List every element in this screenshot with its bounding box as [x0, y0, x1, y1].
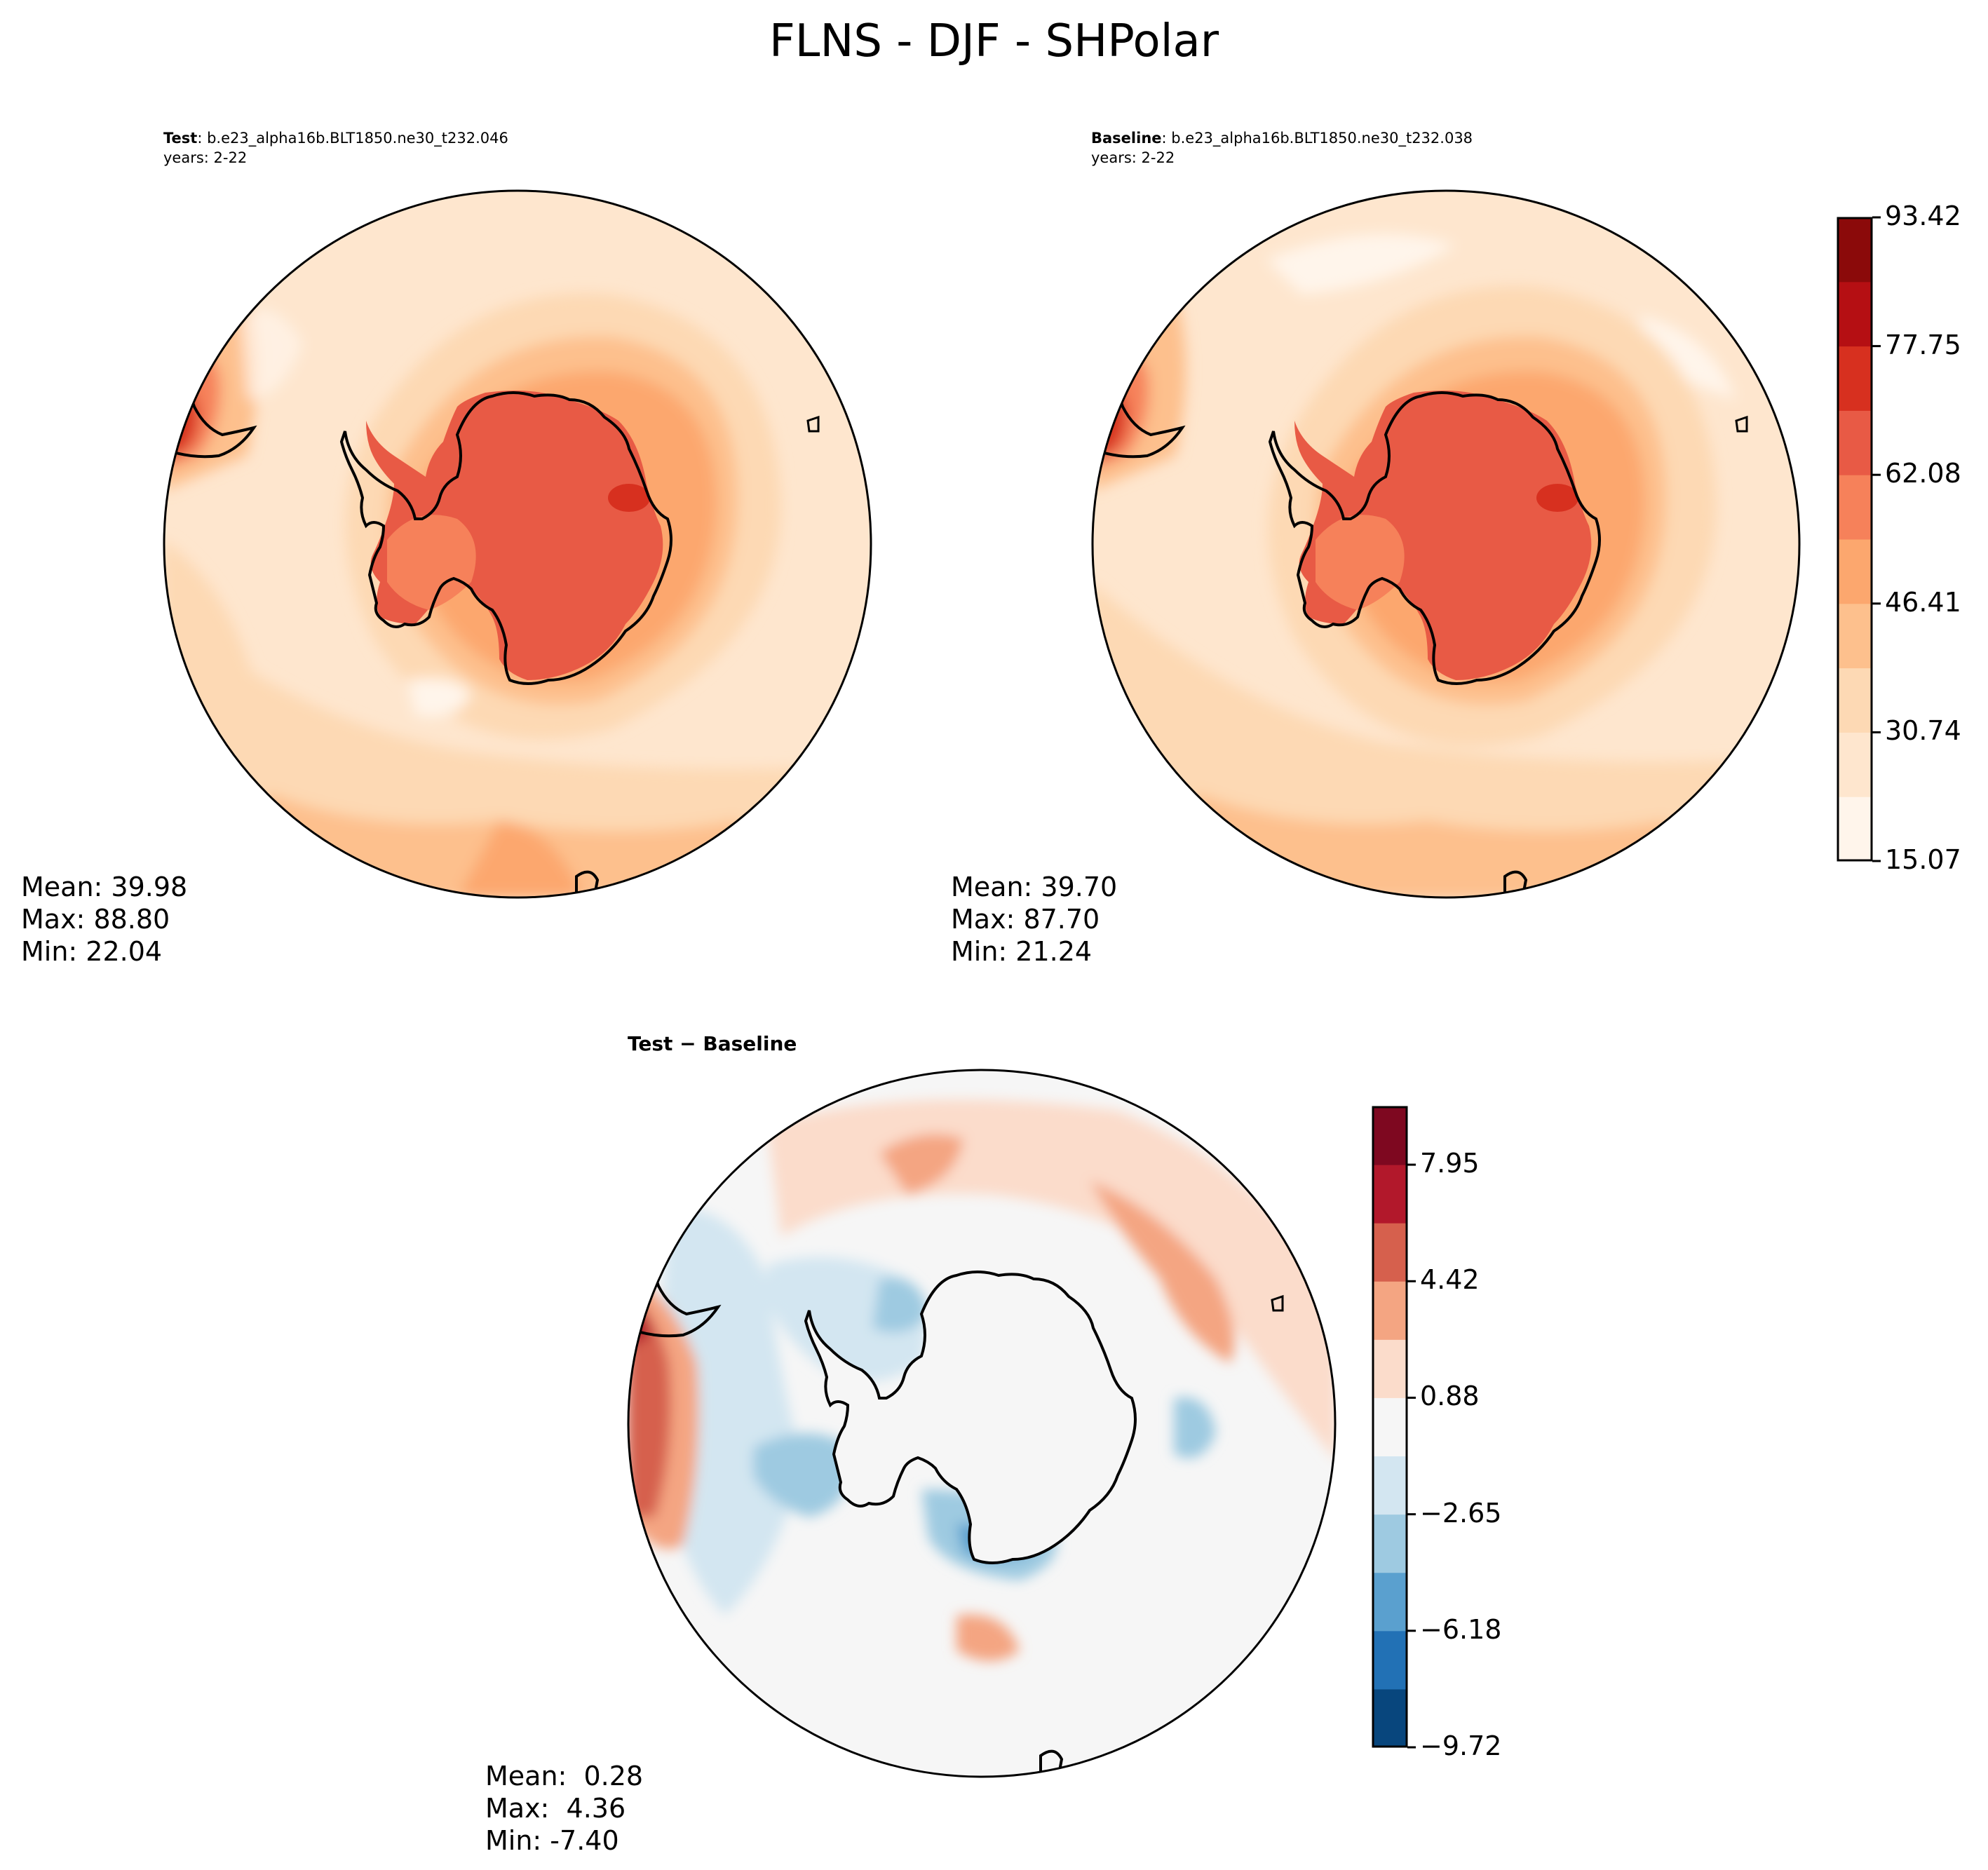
test-max: Max: 88.80: [21, 904, 170, 935]
diff-neg-patch-5: [1174, 1397, 1216, 1458]
test-island-2: [806, 415, 820, 433]
main-colorbar-segment: [1837, 539, 1872, 604]
diff-pos-patch-1: [879, 1134, 963, 1195]
main-colorbar-segment: [1837, 281, 1872, 347]
test-antarctica-coastline: [339, 391, 672, 685]
figure-title: FLNS - DJF - SHPolar: [769, 15, 1219, 67]
test-panel-title: Test: b.e23_alpha16b.BLT1850.ne30_t232.0…: [163, 128, 508, 168]
diff-colorbar-tick-label: 7.95: [1420, 1148, 1480, 1179]
baseline-years: years: 2-22: [1091, 149, 1175, 166]
diff-colorbar-segment: [1372, 1339, 1407, 1398]
diff-colorbar-segment: [1372, 1106, 1407, 1165]
baseline-panel-title: Baseline: b.e23_alpha16b.BLT1850.ne30_t2…: [1091, 128, 1473, 168]
test-hot-spot: [608, 484, 650, 512]
diff-colorbar: [1372, 1106, 1416, 1749]
diff-colorbar-segment: [1372, 1688, 1407, 1748]
main-colorbar-tick-label: 62.08: [1885, 458, 1961, 489]
diff-colorbar-segment: [1372, 1165, 1407, 1224]
baseline-polar-map: [1091, 189, 1801, 899]
baseline-stats: Mean: 39.70 Max: 87.70 Min: 21.24: [951, 871, 1117, 968]
main-colorbar-tick-label: 46.41: [1885, 586, 1961, 618]
baseline-hot-spot: [1536, 484, 1578, 512]
diff-island-2: [1271, 1294, 1284, 1312]
baseline-min: Min: 21.24: [951, 936, 1093, 967]
diff-antarctica-coastline: [804, 1271, 1137, 1564]
diff-colorbar-segment: [1372, 1281, 1407, 1340]
main-colorbar-segment: [1837, 475, 1872, 540]
baseline-ross-patch: [1316, 515, 1405, 610]
diff-colorbar-segment: [1372, 1514, 1407, 1573]
diff-pos-patch-3: [956, 1614, 1020, 1661]
diff-map-border: [627, 1069, 1337, 1778]
diff-pos-patch-2: [1090, 1181, 1235, 1363]
diff-west-negative: [655, 1208, 802, 1615]
main-colorbar-segment: [1837, 217, 1872, 283]
test-lower-patch: [457, 820, 583, 897]
test-polar-map: [163, 189, 872, 899]
diff-colorbar-border: [1372, 1106, 1408, 1748]
main-colorbar-segment: [1837, 797, 1872, 862]
main-colorbar-segment: [1837, 346, 1872, 411]
main-colorbar-segment: [1837, 603, 1872, 669]
test-light-patch-1: [408, 678, 471, 717]
diff-colorbar-ticks: −9.72 −6.18 −2.65 0.88 4.42 7.95: [1407, 1106, 1520, 1761]
main-colorbar-tick-label: 77.75: [1885, 329, 1961, 360]
baseline-light-patch-2: [1638, 316, 1736, 400]
baseline-label: Baseline: [1091, 130, 1162, 147]
main-colorbar-ticks: 15.07 30.74 46.41 62.08 77.75 93.42: [1872, 201, 1984, 875]
baseline-island-2: [1735, 415, 1748, 433]
diff-peninsula-pos-2: [628, 1293, 671, 1517]
main-colorbar-border: [1837, 217, 1873, 862]
baseline-mean: Mean: 39.70: [951, 872, 1118, 902]
baseline-map-border: [1091, 189, 1801, 899]
diff-panel-title: Test − Baseline: [628, 1032, 797, 1055]
diff-mean: Mean: 0.28: [485, 1761, 644, 1791]
main-colorbar-tick-label: 30.74: [1885, 715, 1961, 747]
test-case-name: : b.e23_alpha16b.BLT1850.ne30_t232.046: [197, 130, 508, 147]
diff-min: Min: -7.40: [485, 1825, 619, 1856]
diff-neg-patch-1: [753, 1433, 853, 1517]
diff-colorbar-segment: [1372, 1397, 1407, 1457]
test-antarctica-field: [366, 390, 663, 680]
test-map-border: [163, 189, 872, 899]
diff-stats: Mean: 0.28 Max: 4.36 Min: -7.40: [485, 1760, 643, 1857]
main-colorbar-segment: [1837, 732, 1872, 797]
diff-colorbar-segment: [1372, 1630, 1407, 1690]
main-colorbar-segment: [1837, 410, 1872, 475]
baseline-light-patch-1: [1266, 234, 1456, 294]
main-colorbar-segment: [1837, 668, 1872, 733]
diff-colorbar-segment: [1372, 1456, 1407, 1515]
diff-neg-patch-4: [872, 1278, 928, 1333]
diff-colorbar-tick-label: −6.18: [1420, 1613, 1502, 1645]
test-label: Test: [163, 130, 198, 147]
baseline-case-name: : b.e23_alpha16b.BLT1850.ne30_t232.038: [1161, 130, 1473, 147]
baseline-max: Max: 87.70: [951, 904, 1100, 935]
test-ross-patch: [387, 515, 476, 610]
diff-colorbar-segment: [1372, 1572, 1407, 1632]
test-mean: Mean: 39.98: [21, 872, 188, 902]
test-stats: Mean: 39.98 Max: 88.80 Min: 22.04: [21, 871, 187, 968]
diff-colorbar-tick-label: 4.42: [1420, 1264, 1480, 1296]
diff-colorbar-tick-label: 0.88: [1420, 1381, 1480, 1412]
test-years: years: 2-22: [163, 149, 248, 166]
diff-max: Max: 4.36: [485, 1793, 626, 1824]
diff-colorbar-tick-label: −9.72: [1420, 1730, 1502, 1761]
diff-colorbar-segment: [1372, 1223, 1407, 1282]
test-min: Min: 22.04: [21, 936, 163, 967]
main-colorbar-tick-label: 15.07: [1885, 844, 1961, 875]
diff-polar-map: [627, 1069, 1337, 1778]
diff-colorbar-tick-label: −2.65: [1420, 1497, 1502, 1529]
baseline-antarctica-field: [1294, 390, 1592, 680]
main-colorbar: [1837, 216, 1881, 862]
test-light-patch-2: [240, 309, 303, 400]
main-colorbar-tick-label: 93.42: [1885, 201, 1961, 231]
baseline-antarctica-coastline: [1268, 391, 1601, 685]
